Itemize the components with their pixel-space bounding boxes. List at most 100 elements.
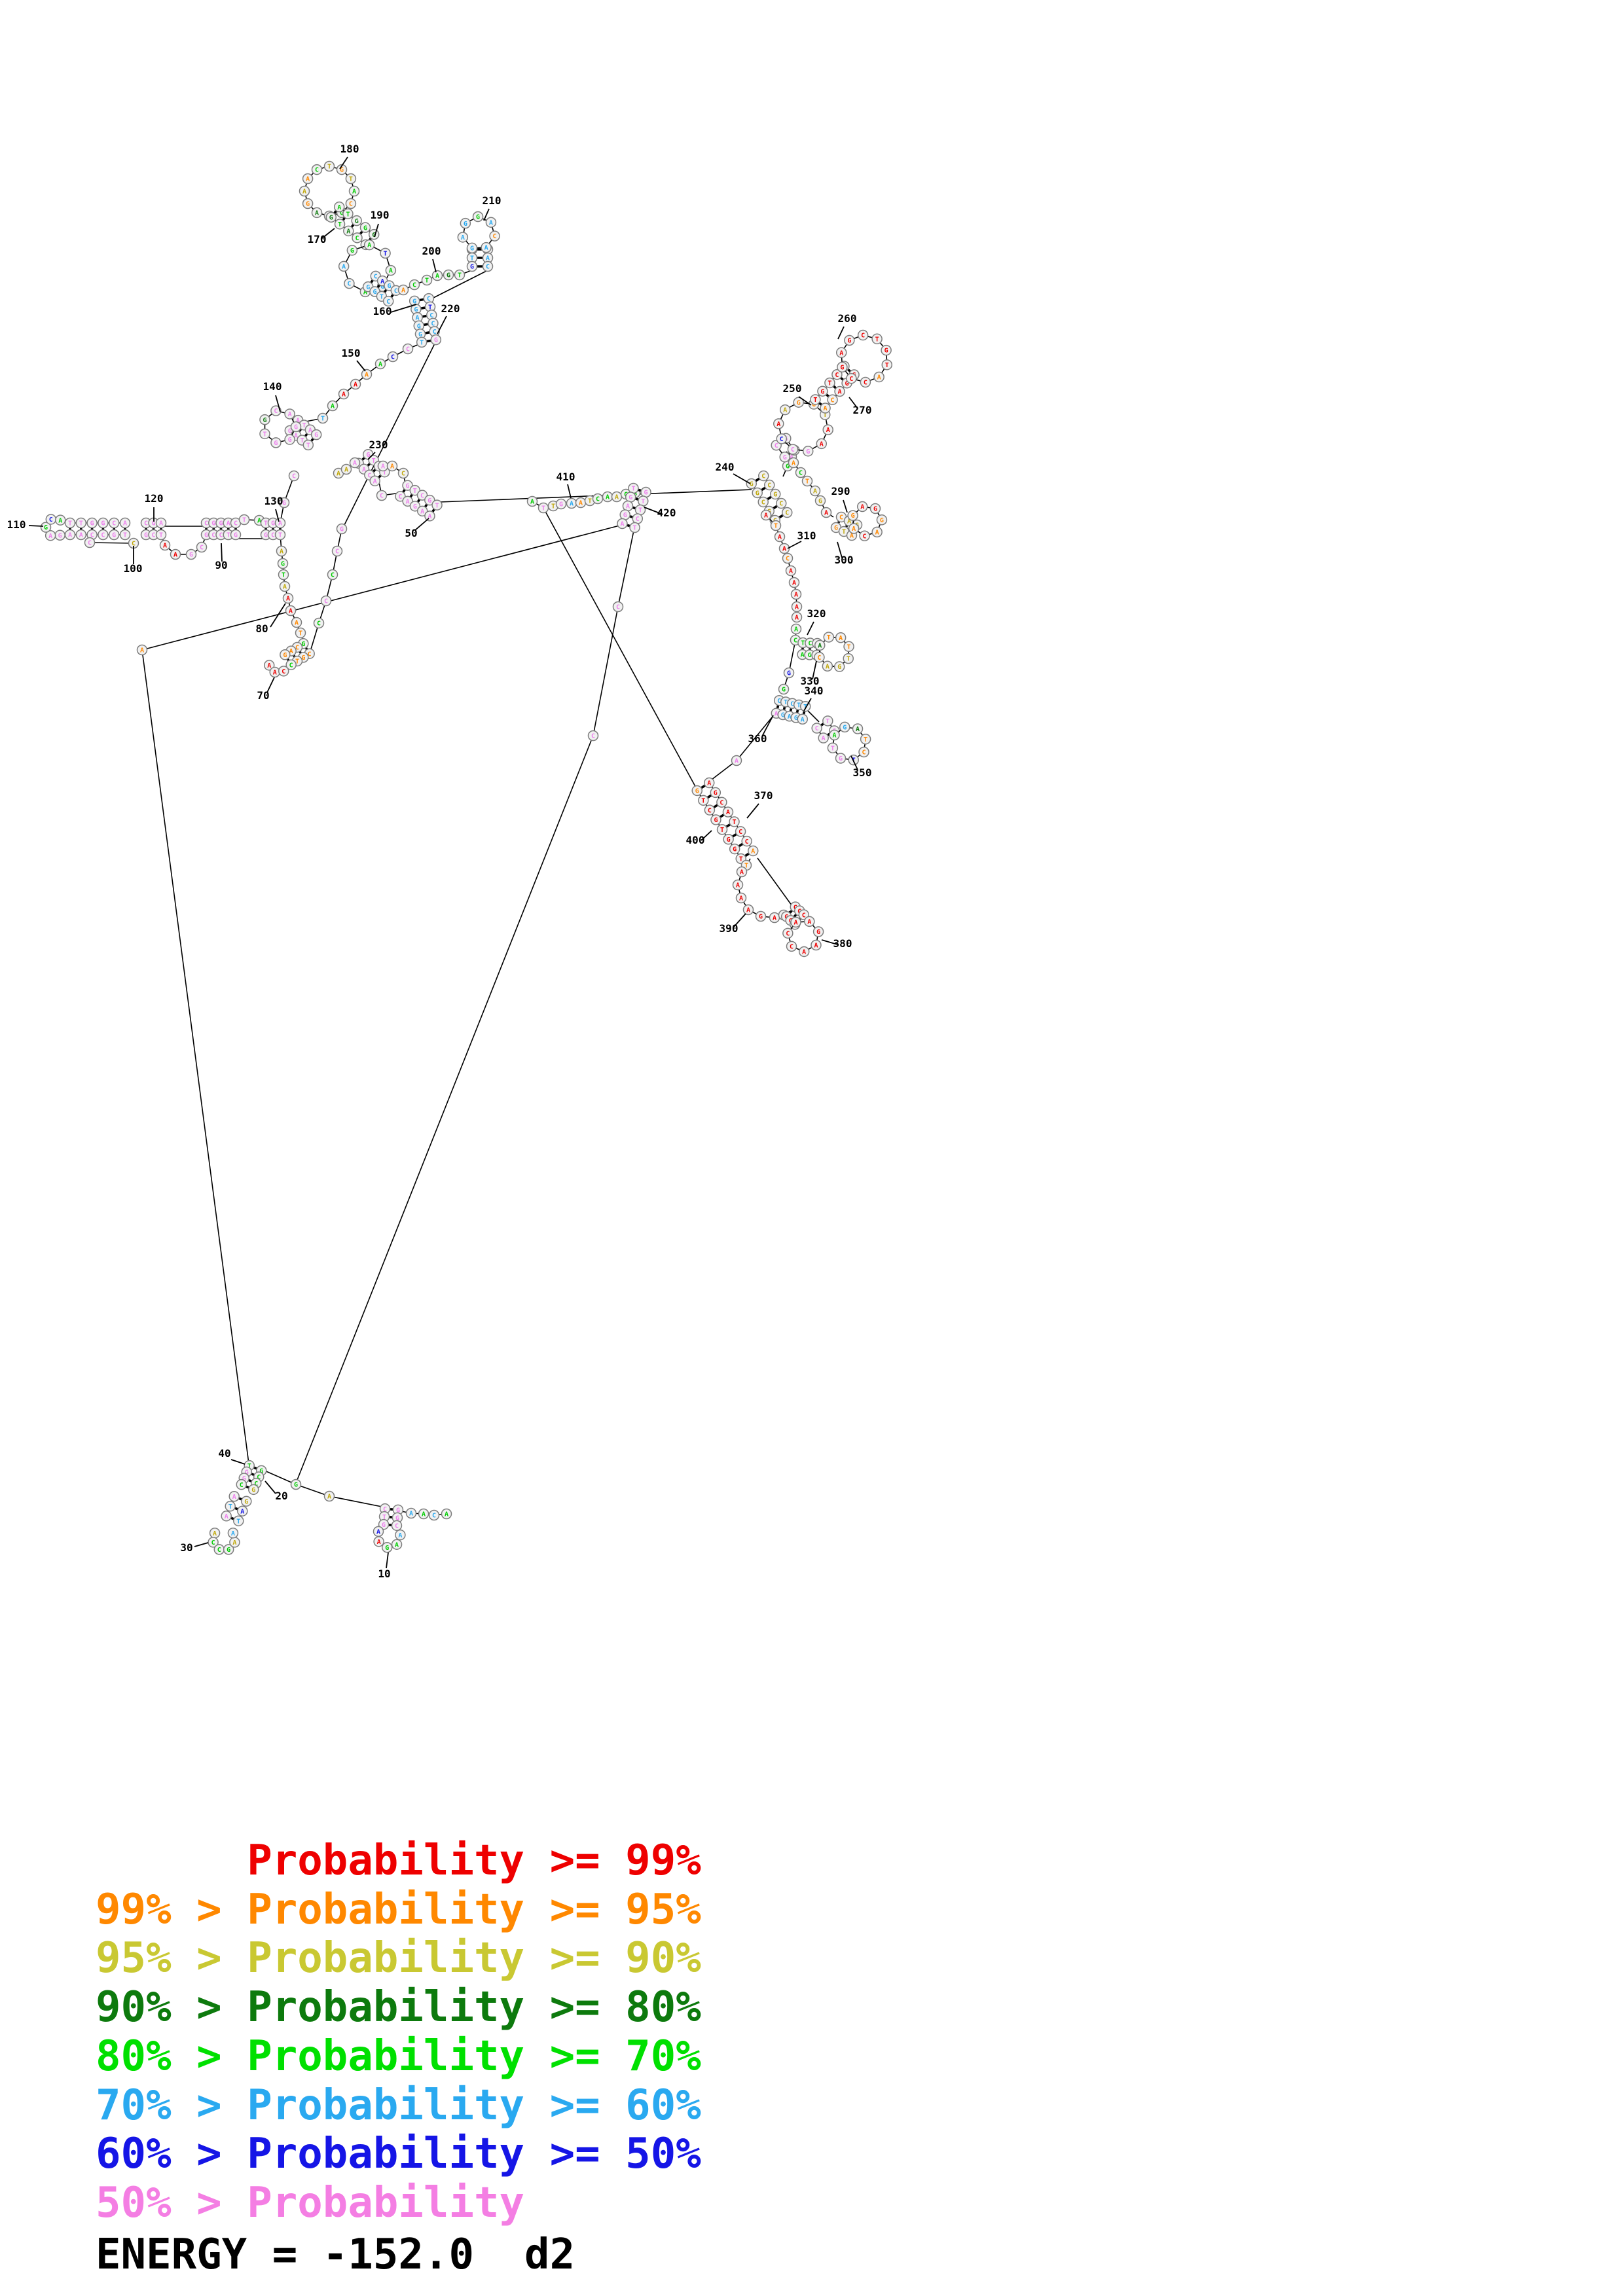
base-circle bbox=[817, 386, 828, 397]
position-label-350: 350 bbox=[853, 766, 872, 779]
base-circle bbox=[409, 279, 420, 291]
label-tick-210 bbox=[483, 208, 490, 221]
base-circle bbox=[814, 639, 826, 651]
base-letter: C bbox=[240, 1482, 244, 1489]
base-letter: G bbox=[144, 532, 148, 539]
base-circle bbox=[340, 463, 352, 475]
base-circle bbox=[349, 457, 361, 469]
base-letter: C bbox=[775, 442, 778, 450]
base-letter: G bbox=[818, 498, 822, 505]
base-circle bbox=[428, 1509, 440, 1521]
base-letter: T bbox=[823, 412, 827, 419]
base-letter: T bbox=[428, 304, 432, 311]
base-circle bbox=[402, 495, 413, 507]
base-letter: T bbox=[733, 819, 737, 826]
base-circle bbox=[735, 826, 746, 837]
base-letter: A bbox=[398, 1532, 402, 1539]
label-tick-10 bbox=[386, 1552, 389, 1569]
base-circle bbox=[402, 480, 413, 491]
label-tick-220 bbox=[437, 315, 447, 334]
base-circle bbox=[416, 505, 428, 517]
base-letter: T bbox=[864, 736, 867, 744]
base-letter: A bbox=[140, 647, 144, 655]
base-circle bbox=[385, 264, 397, 276]
base-circle bbox=[348, 185, 360, 197]
base-letter: C bbox=[308, 651, 312, 658]
base-letter: C bbox=[432, 1513, 436, 1520]
base-letter: G bbox=[227, 1547, 230, 1554]
base-letter: C bbox=[420, 492, 424, 499]
base-letter: A bbox=[530, 499, 534, 506]
base-letter: A bbox=[856, 726, 860, 733]
base-letter: G bbox=[816, 929, 820, 936]
base-letter: A bbox=[795, 615, 799, 622]
position-label-260: 260 bbox=[838, 312, 857, 325]
label-tick-180 bbox=[339, 156, 348, 170]
base-letter: A bbox=[739, 895, 743, 903]
base-circle bbox=[803, 446, 814, 457]
base-letter: T bbox=[382, 1514, 386, 1521]
base-circle bbox=[325, 211, 337, 223]
base-letter: T bbox=[774, 523, 778, 530]
base-circle bbox=[489, 230, 500, 242]
base-letter: T bbox=[380, 293, 384, 300]
base-circle bbox=[418, 1508, 429, 1520]
base-circle bbox=[374, 358, 386, 370]
base-circle bbox=[783, 667, 795, 679]
base-letter: G bbox=[756, 490, 759, 497]
base-circle bbox=[847, 510, 858, 521]
base-circle bbox=[587, 730, 599, 742]
base-letter: T bbox=[827, 634, 831, 641]
base-letter: A bbox=[461, 234, 465, 242]
base-letter: A bbox=[306, 176, 310, 183]
base-letter: C bbox=[791, 446, 795, 454]
position-label-30: 30 bbox=[180, 1541, 192, 1554]
base-letter: G bbox=[806, 448, 810, 456]
base-circle bbox=[302, 439, 314, 451]
base-circle bbox=[760, 509, 772, 521]
base-letter: G bbox=[714, 789, 718, 797]
base-letter: G bbox=[372, 232, 376, 239]
base-letter: T bbox=[349, 176, 353, 183]
base-letter: G bbox=[244, 1498, 248, 1505]
base-letter: A bbox=[489, 219, 493, 226]
base-letter: A bbox=[792, 580, 796, 587]
base-circle bbox=[361, 368, 373, 380]
position-label-390: 390 bbox=[720, 922, 739, 935]
base-circle bbox=[323, 160, 335, 172]
position-label-130: 130 bbox=[264, 495, 283, 507]
base-circle bbox=[155, 517, 167, 529]
base-circle bbox=[752, 487, 763, 499]
base-letter: G bbox=[306, 201, 310, 208]
base-letter: G bbox=[281, 561, 285, 568]
base-circle bbox=[233, 1515, 244, 1526]
base-letter: A bbox=[778, 534, 782, 541]
base-circle bbox=[793, 397, 804, 408]
base-circle bbox=[812, 926, 824, 937]
legend-line-95-90: 95% > Probability >= 90% bbox=[96, 1934, 701, 1983]
base-letter: A bbox=[257, 518, 261, 525]
base-letter: T bbox=[242, 517, 246, 524]
base-letter: A bbox=[847, 518, 851, 526]
base-circle bbox=[387, 351, 399, 363]
base-circle bbox=[612, 601, 624, 613]
interior-loop-95: AA GC bbox=[159, 539, 208, 560]
base-circle bbox=[170, 548, 181, 560]
base-circle bbox=[336, 523, 348, 535]
base-letter: G bbox=[395, 1515, 399, 1522]
base-letter: G bbox=[733, 846, 737, 853]
base-letter: A bbox=[802, 949, 806, 956]
position-label-20: 20 bbox=[275, 1490, 287, 1502]
base-circle bbox=[454, 269, 465, 281]
base-circle bbox=[409, 501, 421, 512]
base-letter: G bbox=[629, 494, 632, 501]
legend-line-below-50: 50% > Probability bbox=[96, 2178, 525, 2227]
base-letter: G bbox=[363, 224, 367, 232]
base-letter: C bbox=[761, 473, 765, 480]
chain-135: CG bbox=[278, 470, 300, 509]
